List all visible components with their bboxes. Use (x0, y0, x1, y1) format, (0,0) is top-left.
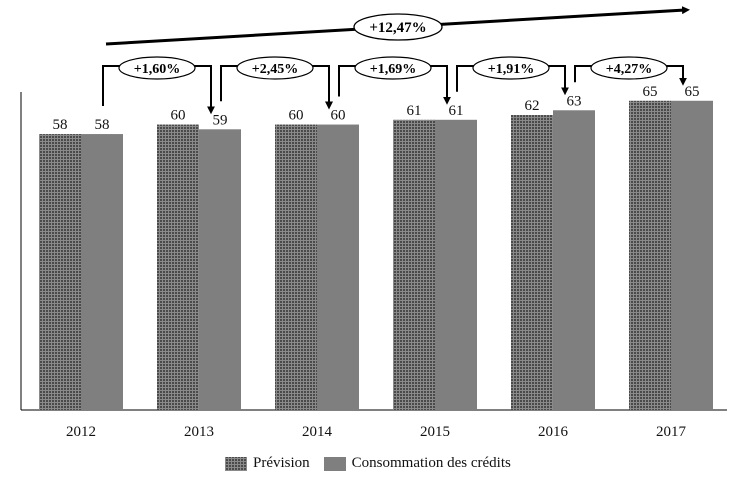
value-label-consommation-2015: 61 (449, 103, 464, 119)
legend-item-consommation: Consommation des crédits (323, 455, 511, 472)
value-label-consommation-2017: 65 (685, 84, 700, 100)
bar-consommation-2014 (317, 124, 359, 410)
change-bubble-2017 (590, 56, 668, 80)
total-change-bubble (353, 13, 443, 41)
legend-label-consommation: Consommation des crédits (351, 455, 511, 471)
value-label-prevision-2016: 62 (525, 98, 540, 114)
change-bubble-2013 (118, 56, 196, 80)
bar-prevision-2017 (629, 100, 671, 411)
bar-consommation-2013 (199, 129, 241, 410)
legend-swatch-prevision (225, 456, 247, 471)
x-tick-label-2015: 2015 (420, 424, 450, 440)
bar-prevision-2015 (393, 119, 435, 411)
total-change-label: +12,47% (369, 20, 426, 36)
change-label-2016: +1,91% (488, 62, 534, 77)
bar-consommation-2016 (553, 110, 595, 410)
x-tick-label-2016: 2016 (538, 424, 569, 440)
value-label-prevision-2017: 65 (643, 84, 658, 100)
value-label-prevision-2014: 60 (289, 108, 304, 124)
value-label-prevision-2012: 58 (53, 117, 68, 133)
value-label-prevision-2015: 61 (407, 103, 422, 119)
x-tick-label-2014: 2014 (302, 424, 333, 440)
bar-prevision-2016 (511, 115, 553, 410)
bar-prevision-2014 (275, 124, 317, 410)
value-label-consommation-2013: 59 (213, 112, 228, 128)
x-tick-label-2013: 2013 (184, 424, 214, 440)
change-label-2015: +1,69% (370, 62, 416, 77)
bar-consommation-2012 (81, 134, 123, 410)
legend-swatch-consommation (323, 456, 346, 471)
change-label-2013: +1,60% (134, 62, 180, 77)
bar-consommation-2017 (671, 100, 713, 411)
change-label-2017: +4,27% (606, 62, 652, 77)
x-tick-label-2012: 2012 (66, 424, 96, 440)
bar-prevision-2012 (39, 134, 81, 410)
value-label-consommation-2014: 60 (331, 108, 346, 124)
change-bubble-2015 (354, 56, 432, 80)
bar-consommation-2015 (435, 119, 477, 411)
legend: Prévision Consommation des crédits (225, 455, 525, 472)
bar-prevision-2013 (157, 124, 199, 410)
change-bubble-2016 (472, 56, 550, 80)
value-label-prevision-2013: 60 (171, 108, 186, 124)
value-label-consommation-2016: 63 (567, 93, 582, 109)
change-label-2014: +2,45% (252, 62, 298, 77)
legend-label-prevision: Prévision (253, 455, 310, 471)
x-tick-label-2017: 2017 (656, 424, 687, 440)
change-bubble-2014 (236, 56, 314, 80)
value-label-consommation-2012: 58 (95, 117, 110, 133)
legend-item-prevision: Prévision (225, 455, 310, 472)
